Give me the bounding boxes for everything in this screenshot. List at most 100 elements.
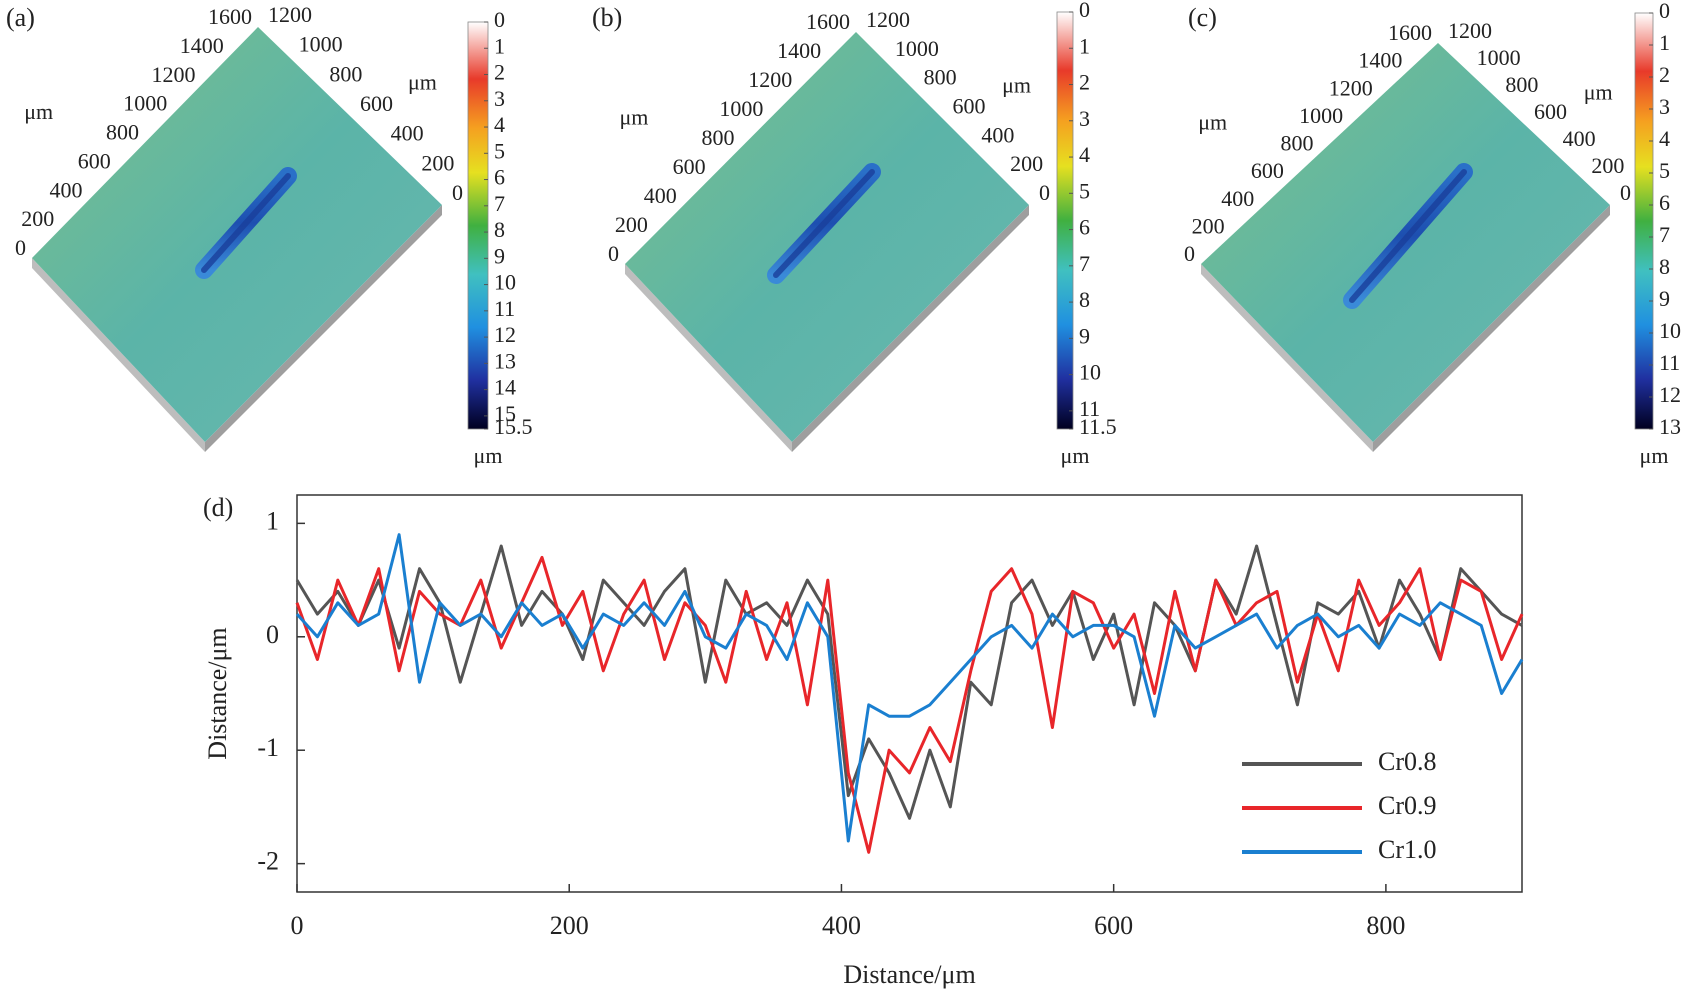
y-tick-label: 200 <box>421 150 454 175</box>
colorbar-tick-label: 8 <box>1079 287 1090 312</box>
y-tick-label: 1200 <box>1448 18 1492 43</box>
x-tick-label: 600 <box>78 148 111 173</box>
colorbar-tick-label: 12 <box>1659 382 1681 407</box>
y-tick-label: 400 <box>1563 126 1596 151</box>
colorbar-tick-label: 11 <box>494 296 515 321</box>
x-tick-label: 0 <box>608 241 619 266</box>
colorbar-tick-label: 0 <box>1659 0 1670 23</box>
colorbar-tick-label: 9 <box>494 243 505 268</box>
surface-wall <box>792 205 1029 452</box>
colorbar-tick-label: 5 <box>494 138 505 163</box>
y-tick-label: 0 <box>452 180 463 205</box>
x-tick-label: 200 <box>21 206 54 231</box>
x-tick-label: 1200 <box>748 67 792 92</box>
y-tick-label: -1 <box>257 733 279 762</box>
y-tick-label: 200 <box>1010 151 1043 176</box>
colorbar-tick-label: 13 <box>1659 414 1681 439</box>
colorbar-tick-label: 15.5 <box>494 414 533 439</box>
colorbar-tick-label: 5 <box>1079 178 1090 203</box>
x-tick-label: 1400 <box>777 38 821 63</box>
x-tick-label: 0 <box>291 911 304 940</box>
y-tick-label: 400 <box>391 121 424 146</box>
colorbar-tick-label: 1 <box>1659 30 1670 55</box>
colorbar-label: μm <box>474 443 503 468</box>
x-tick-label: 1200 <box>1329 75 1373 100</box>
y-axis-label: μm <box>1584 80 1613 105</box>
colorbar-tick-label: 3 <box>1659 94 1670 119</box>
x-tick-label: 1400 <box>1358 48 1402 73</box>
colorbar-tick-label: 4 <box>1659 126 1670 151</box>
surface-wall <box>205 205 442 452</box>
y-tick-label: 1000 <box>299 32 343 57</box>
y-tick-label: 1200 <box>268 2 312 27</box>
surface-wall <box>1201 264 1373 452</box>
colorbar-tick-label: 1 <box>1079 33 1090 58</box>
colorbar-tick-label: 2 <box>494 60 505 85</box>
colorbar-tick-label: 5 <box>1659 158 1670 183</box>
y-tick-label: 400 <box>981 122 1014 147</box>
x-tick-label: 1600 <box>1388 20 1432 45</box>
colorbar-tick-label: 10 <box>1659 318 1681 343</box>
colorbar-tick-label: 11.5 <box>1079 414 1117 439</box>
legend-label: Cr0.9 <box>1378 791 1437 820</box>
wear-track-core <box>1349 169 1467 303</box>
x-tick-label: 1000 <box>719 96 763 121</box>
colorbar-tick-label: 7 <box>494 191 505 216</box>
y-tick-label: 600 <box>1534 99 1567 124</box>
colorbar <box>1634 12 1654 430</box>
colorbar-tick-label: 1 <box>494 33 505 58</box>
surface-wall <box>32 258 205 452</box>
colorbar <box>467 21 489 430</box>
colorbar-tick-label: 4 <box>1079 142 1090 167</box>
y-tick-label: 0 <box>266 620 279 649</box>
colorbar-tick-label: 6 <box>494 165 505 190</box>
y-tick-label: 0 <box>1620 180 1631 205</box>
x-tick-label: 800 <box>702 125 735 150</box>
colorbar-tick-label: 11 <box>1659 350 1680 375</box>
y-tick-label: -2 <box>257 847 279 876</box>
colorbar-tick-label: 13 <box>494 348 516 373</box>
legend-label: Cr0.8 <box>1378 747 1437 776</box>
colorbar-tick-label: 9 <box>1659 286 1670 311</box>
y-tick-label: 0 <box>1039 180 1050 205</box>
y-tick-label: 800 <box>1505 72 1538 97</box>
colorbar <box>1056 11 1074 430</box>
panel-label: (b) <box>592 3 622 32</box>
colorbar-tick-label: 7 <box>1659 222 1670 247</box>
x-tick-label: 1000 <box>123 91 167 116</box>
x-tick-label: 1000 <box>1299 103 1343 128</box>
colorbar-tick-label: 2 <box>1659 62 1670 87</box>
x-tick-label: 0 <box>1184 241 1195 266</box>
x-tick-label: 400 <box>50 177 83 202</box>
surface-wall <box>625 264 792 452</box>
x-tick-label: 400 <box>822 911 861 940</box>
panel-label: (a) <box>6 3 35 32</box>
surface-wall <box>1373 205 1610 452</box>
colorbar-tick-label: 0 <box>1079 0 1090 22</box>
x-axis-label: μm <box>24 99 53 124</box>
x-tick-label: 0 <box>15 235 26 260</box>
y-tick-label: 1200 <box>866 7 910 32</box>
y-tick-label: 800 <box>924 65 957 90</box>
colorbar-tick-label: 8 <box>1659 254 1670 279</box>
colorbar-tick-label: 3 <box>494 86 505 111</box>
x-axis-label: Distance/μm <box>843 960 975 989</box>
colorbar-tick-label: 12 <box>494 322 516 347</box>
colorbar-tick-label: 4 <box>494 112 505 137</box>
colorbar-tick-label: 8 <box>494 217 505 242</box>
series-line <box>295 544 1523 820</box>
y-tick-label: 1 <box>266 506 279 535</box>
colorbar-tick-label: 15 <box>494 401 516 426</box>
y-tick-label: 200 <box>1591 153 1624 178</box>
colorbar-tick-label: 11 <box>1079 396 1100 421</box>
x-tick-label: 600 <box>1094 911 1133 940</box>
x-tick-label: 1400 <box>180 33 224 58</box>
y-axis-label: Distance/μm <box>203 627 232 759</box>
wear-track-core <box>201 173 291 273</box>
wear-track-core <box>773 169 875 278</box>
x-tick-label: 1200 <box>152 62 196 87</box>
colorbar-tick-label: 6 <box>1659 190 1670 215</box>
surface <box>625 32 1029 442</box>
colorbar-tick-label: 2 <box>1079 70 1090 95</box>
